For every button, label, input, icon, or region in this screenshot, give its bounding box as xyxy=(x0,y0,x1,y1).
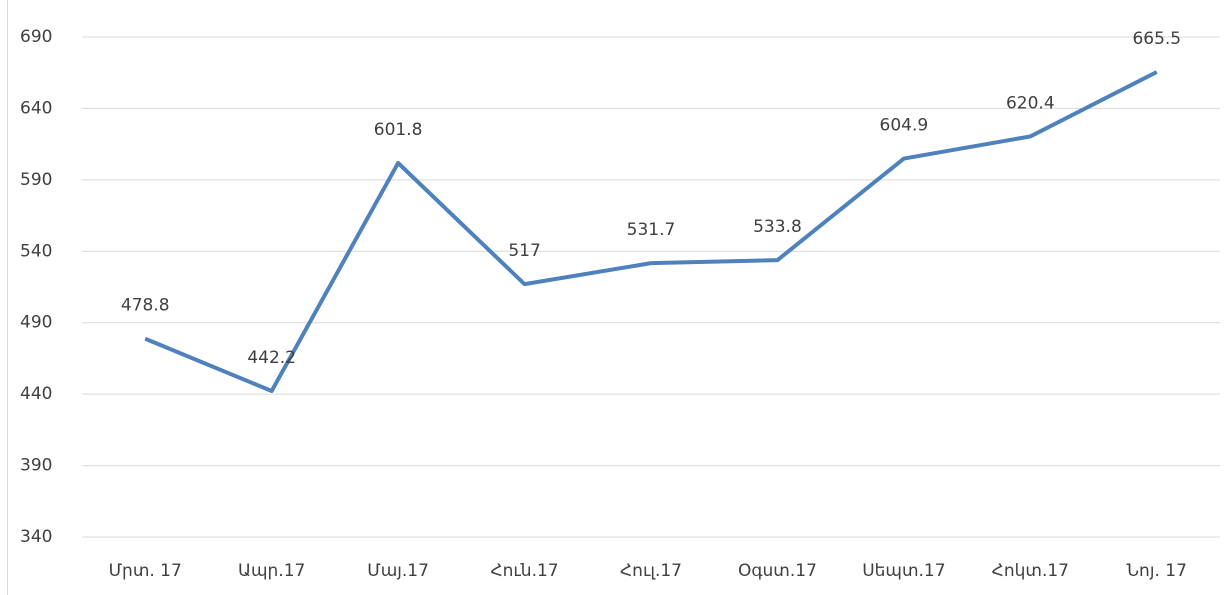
data-label: 442.2 xyxy=(247,348,296,368)
y-tick-label: 490 xyxy=(20,313,52,333)
data-label: 601.8 xyxy=(374,120,423,140)
data-label: 478.8 xyxy=(121,296,170,316)
data-label: 620.4 xyxy=(1006,93,1055,113)
y-tick-label: 590 xyxy=(20,170,52,190)
x-tick-label: Մայ.17 xyxy=(367,561,429,581)
x-tick-label: Հոկտ.17 xyxy=(992,561,1069,581)
x-tick-label: Հուլ.17 xyxy=(620,561,682,581)
data-line xyxy=(144,70,1158,393)
y-tick-label: 340 xyxy=(20,527,52,547)
x-tick-label: Սեպտ.17 xyxy=(862,561,945,581)
y-tick-label: 440 xyxy=(20,384,52,404)
data-label: 533.8 xyxy=(753,217,802,237)
data-label: 665.5 xyxy=(1132,29,1181,49)
x-tick-label: Ապր.17 xyxy=(238,561,305,581)
x-tick-label: Մրտ. 17 xyxy=(109,561,182,581)
y-tick-label: 390 xyxy=(20,456,52,476)
y-tick-label: 690 xyxy=(20,27,52,47)
x-tick-label: Հուն.17 xyxy=(490,561,558,581)
data-label: 604.9 xyxy=(880,116,929,136)
x-tick-label: Օգստ.17 xyxy=(738,561,817,581)
y-tick-label: 540 xyxy=(20,241,52,261)
data-label: 531.7 xyxy=(627,220,676,240)
x-tick-label: Նոյ. 17 xyxy=(1127,561,1187,581)
y-tick-label: 640 xyxy=(20,98,52,118)
data-label: 517 xyxy=(508,241,540,261)
